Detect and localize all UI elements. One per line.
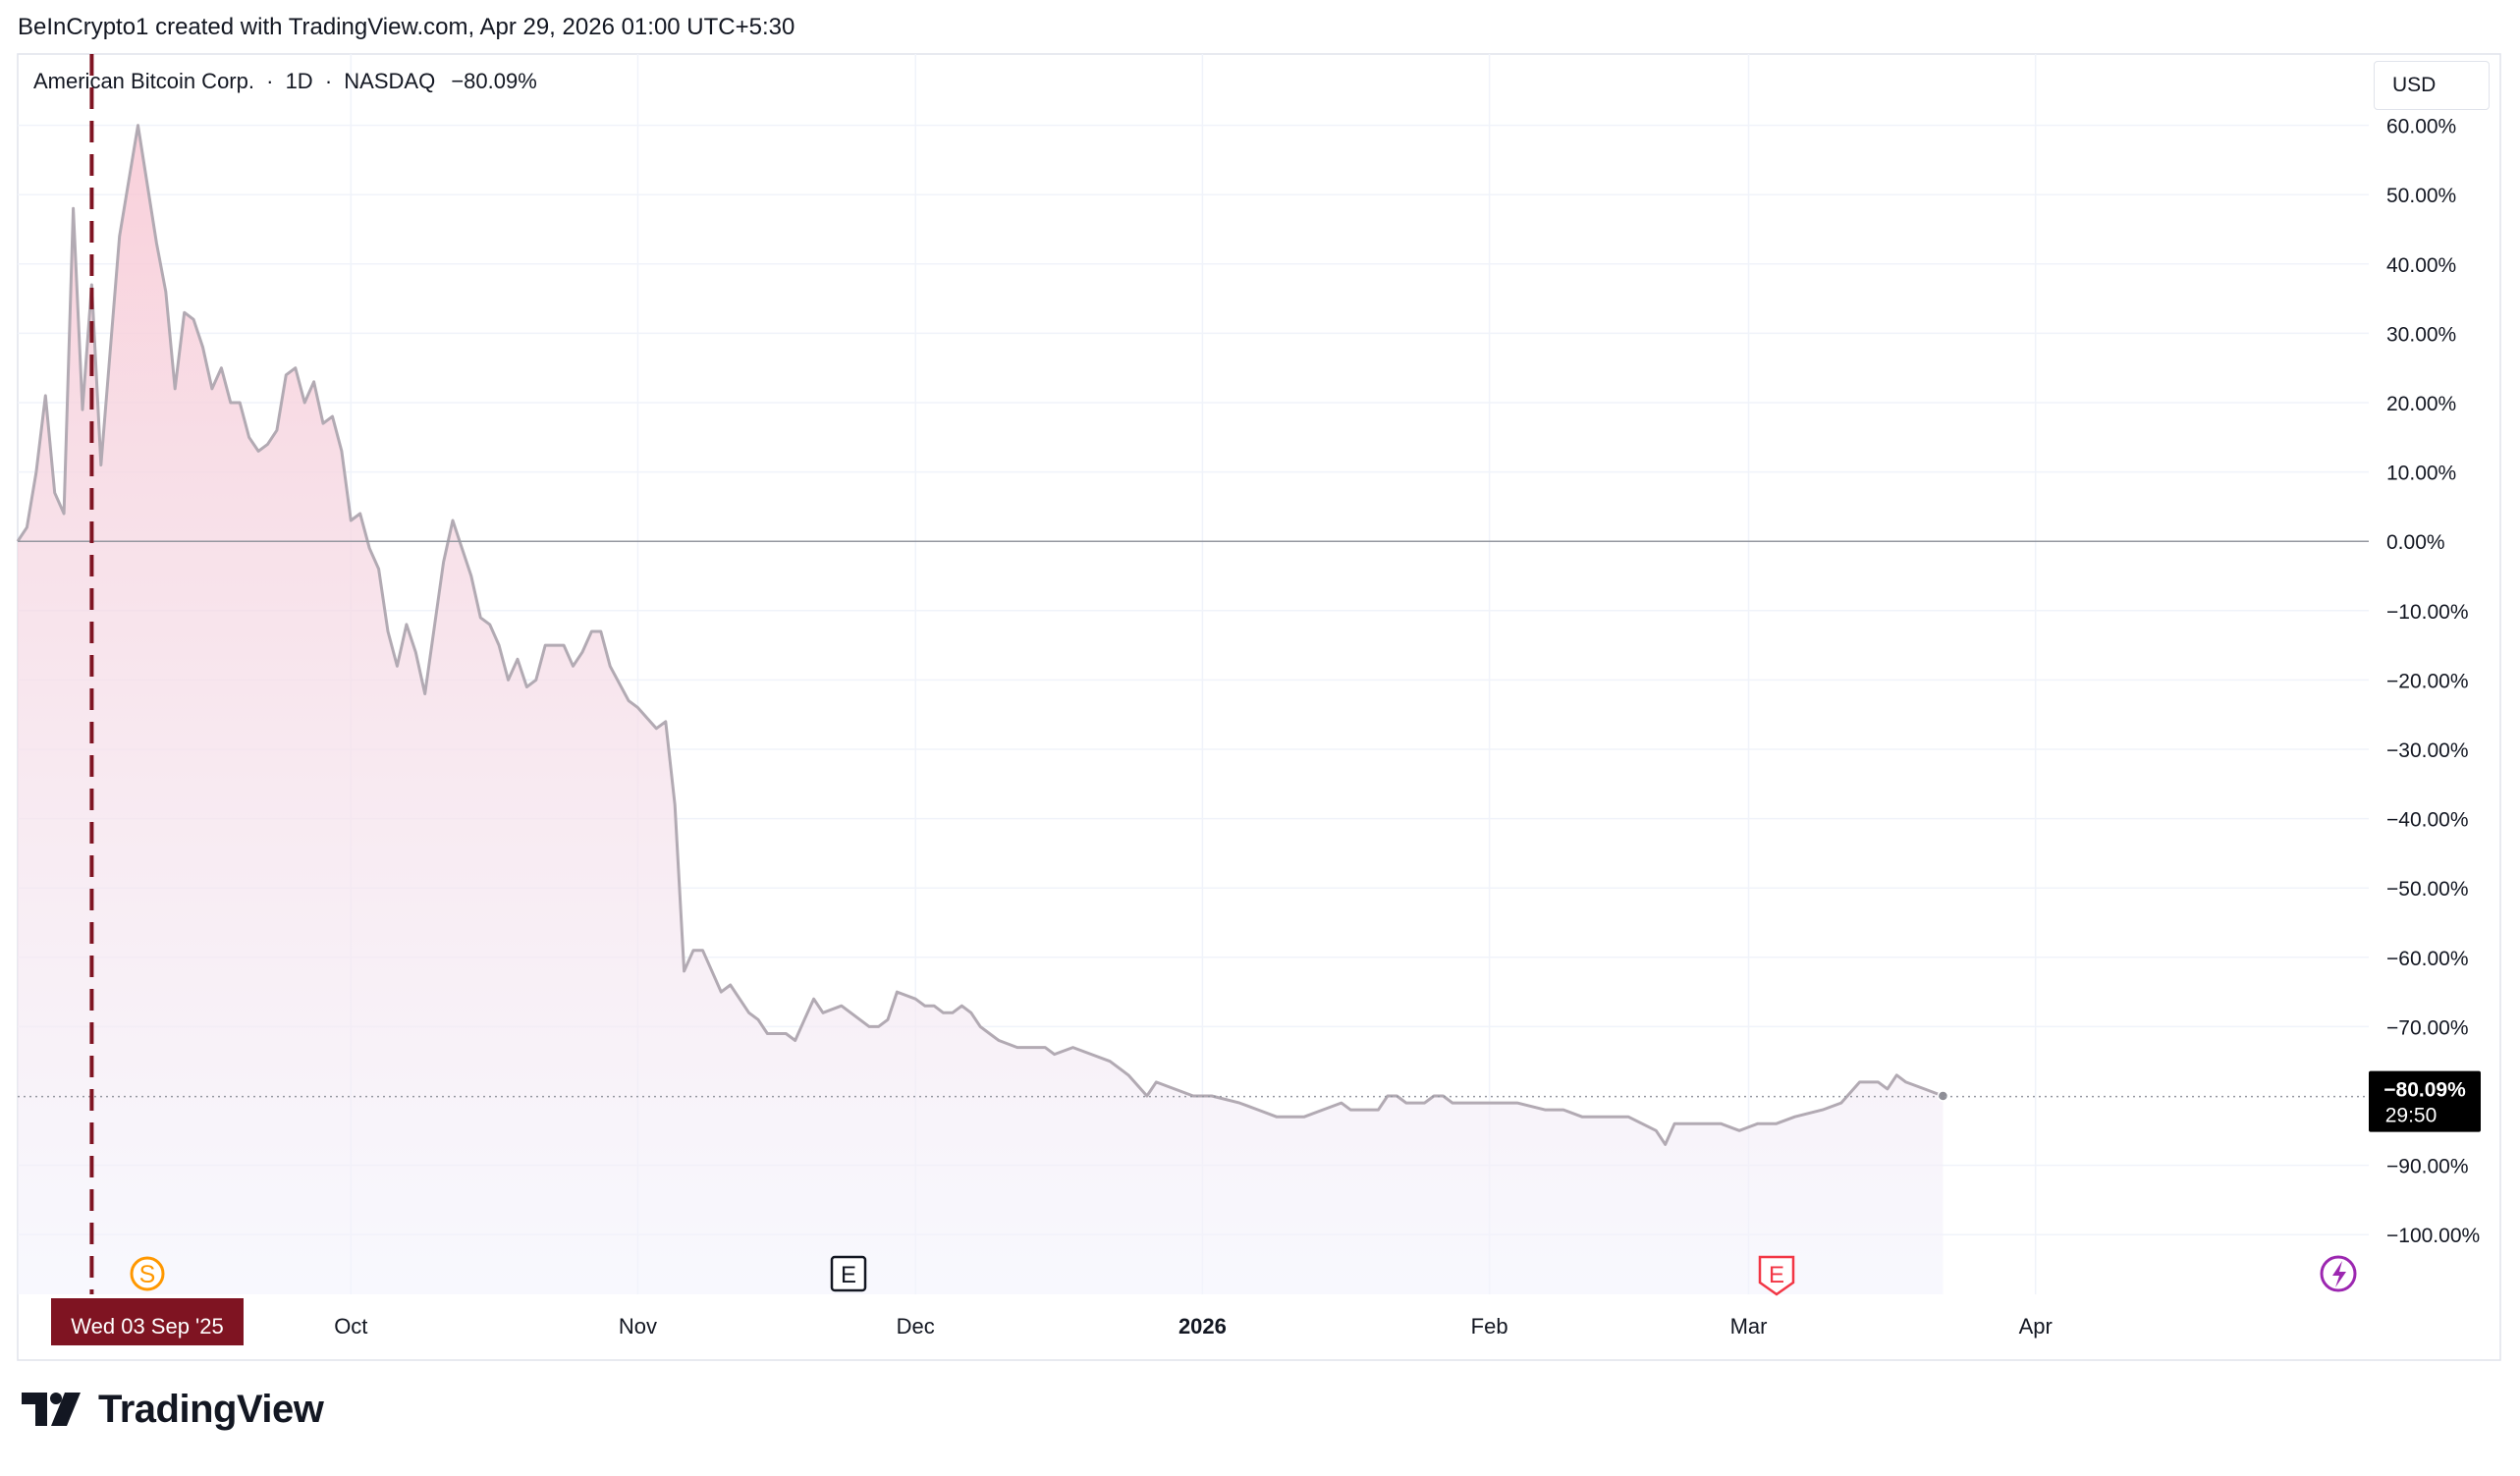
legend-symbol-name: American Bitcoin Corp. xyxy=(33,69,254,93)
y-tick-label: −40.00% xyxy=(2386,809,2469,832)
x-tick-label: Dec xyxy=(897,1314,935,1339)
time-axis[interactable]: Oct Nov Dec 2026 Feb Mar Apr xyxy=(334,1314,2053,1339)
legend-interval: 1D xyxy=(285,69,313,93)
x-tick-label: Apr xyxy=(2019,1314,2053,1339)
price-label-value: −80.09% xyxy=(2383,1079,2466,1102)
currency-button[interactable]: USD xyxy=(2374,61,2490,110)
split-marker[interactable]: S xyxy=(130,1256,165,1291)
symbol-legend[interactable]: American Bitcoin Corp. · 1D · NASDAQ −80… xyxy=(33,69,537,94)
y-tick-label: −30.00% xyxy=(2386,739,2469,762)
tradingview-logo-icon xyxy=(22,1393,81,1426)
tradingview-logo-text: TradingView xyxy=(98,1387,324,1431)
series-line[interactable] xyxy=(16,124,1944,1146)
price-label: −80.09% 29:50 xyxy=(2369,1070,2481,1132)
area-fill xyxy=(18,125,1944,1295)
y-tick-label: −20.00% xyxy=(2386,670,2469,692)
y-tick-label: −70.00% xyxy=(2386,1016,2469,1039)
y-tick-label: −50.00% xyxy=(2386,878,2469,901)
x-tick-label: Oct xyxy=(334,1314,367,1339)
y-tick-label: −60.00% xyxy=(2386,948,2469,970)
y-tick-label: −10.00% xyxy=(2386,601,2469,624)
last-point-dot xyxy=(1937,1090,1949,1102)
line-layer xyxy=(16,124,1949,1146)
y-tick-label: 60.00% xyxy=(2386,116,2456,138)
y-tick-label: 20.00% xyxy=(2386,393,2456,415)
earnings-marker-upcoming[interactable]: E xyxy=(1758,1255,1795,1296)
legend-change: −80.09% xyxy=(451,69,537,93)
currency-label: USD xyxy=(2392,74,2437,96)
y-tick-label: 0.00% xyxy=(2386,531,2445,554)
crosshair-date-text: Wed 03 Sep '25 xyxy=(71,1314,223,1339)
y-tick-label: 50.00% xyxy=(2386,185,2456,207)
y-tick-label: −90.00% xyxy=(2386,1156,2469,1178)
x-tick-label: Feb xyxy=(1471,1314,1508,1339)
earnings-marker-letter: E xyxy=(841,1262,856,1288)
price-label-countdown: 29:50 xyxy=(2385,1105,2438,1127)
legend-separator: · xyxy=(266,69,274,93)
area-layer xyxy=(18,125,1944,1295)
x-tick-label: Nov xyxy=(619,1314,657,1339)
split-marker-letter: S xyxy=(139,1261,156,1288)
tradingview-logo[interactable]: TradingView xyxy=(22,1385,324,1434)
earnings-marker-upcoming-letter: E xyxy=(1769,1262,1784,1288)
y-tick-label: 30.00% xyxy=(2386,323,2456,346)
legend-exchange: NASDAQ xyxy=(344,69,436,93)
crosshair-date-label: Wed 03 Sep '25 xyxy=(51,1298,244,1345)
attribution-text: BeInCrypto1 created with TradingView.com… xyxy=(18,14,795,40)
lightning-icon[interactable] xyxy=(2320,1255,2357,1292)
y-axis[interactable]: 60.00% 50.00% 40.00% 30.00% 20.00% 10.00% 0.00… xyxy=(2386,116,2480,1248)
legend-separator: · xyxy=(324,69,333,93)
x-tick-label: Mar xyxy=(1730,1314,1768,1339)
y-tick-label: 40.00% xyxy=(2386,254,2456,277)
x-tick-label: 2026 xyxy=(1178,1314,1227,1339)
earnings-marker[interactable]: E xyxy=(830,1255,867,1292)
y-tick-label: 10.00% xyxy=(2386,463,2456,485)
y-tick-label: −100.00% xyxy=(2386,1225,2480,1247)
